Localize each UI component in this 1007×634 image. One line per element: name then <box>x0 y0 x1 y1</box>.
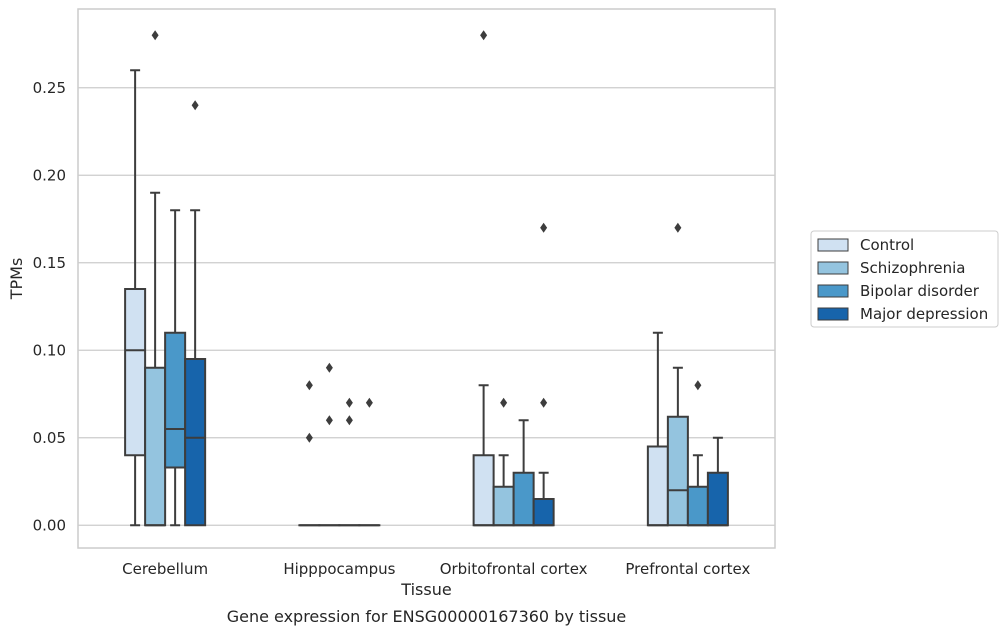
legend-label: Major depression <box>860 305 988 323</box>
box-group <box>164 209 187 527</box>
outlier-point <box>345 397 353 408</box>
legend-label: Control <box>860 236 914 254</box>
box-iqr <box>646 445 669 527</box>
y-tick-label: 0.25 <box>33 79 66 97</box>
chart-caption: Gene expression for ENSG00000167360 by t… <box>227 607 627 626</box>
x-tick-label: Orbitofrontal cortex <box>440 560 588 578</box>
box-group <box>512 419 535 527</box>
outlier-point <box>365 397 373 408</box>
legend-frame <box>810 230 999 328</box>
y-axis-label: TPMs <box>7 258 26 301</box>
y-tick-label: 0.15 <box>33 254 66 272</box>
box-group <box>338 397 361 527</box>
box-iqr <box>472 454 495 527</box>
box-group <box>492 397 515 527</box>
y-tick-label: 0.10 <box>33 341 66 359</box>
outlier-point <box>325 362 333 373</box>
box-iqr <box>144 366 167 527</box>
box-iqr <box>124 288 147 457</box>
outlier-point <box>325 415 333 426</box>
legend-swatch <box>817 238 849 252</box>
x-tick-labels: Cerebellum Hipppocampus Orbitofrontal cort… <box>122 560 750 578</box>
y-tick-label: 0.00 <box>33 516 66 534</box>
plot-frame <box>77 8 776 549</box>
box-group <box>144 30 167 527</box>
box-iqr <box>492 485 515 527</box>
box-group <box>686 380 709 527</box>
legend-label: Schizophrenia <box>860 259 965 277</box>
box-iqr <box>666 415 689 527</box>
x-tick-label: Hipppocampus <box>283 560 395 578</box>
box-iqr <box>164 331 187 469</box>
legend-swatch <box>817 307 849 321</box>
box-iqr <box>184 358 207 527</box>
box-group <box>666 222 689 527</box>
box-iqr <box>532 498 555 527</box>
box-group <box>706 436 729 527</box>
box-group <box>532 222 555 527</box>
y-tick-label: 0.20 <box>33 166 66 184</box>
outlier-point <box>345 415 353 426</box>
legend-swatch <box>817 284 849 298</box>
outlier-point <box>674 222 682 233</box>
outlier-point <box>191 100 199 111</box>
x-tick-label: Cerebellum <box>122 560 208 578</box>
box-group <box>472 30 495 527</box>
y-tick-label: 0.05 <box>33 429 66 447</box>
outlier-point <box>694 380 702 391</box>
box-iqr <box>686 485 709 527</box>
box-iqr <box>512 471 535 527</box>
outlier-point <box>151 30 159 41</box>
box-group <box>184 100 207 527</box>
box-group <box>124 69 147 527</box>
outlier-point <box>540 222 548 233</box>
box-group <box>358 397 381 527</box>
outlier-point <box>500 397 508 408</box>
legend-label: Bipolar disorder <box>860 282 980 300</box>
outlier-point <box>480 30 488 41</box>
outlier-point <box>540 397 548 408</box>
outlier-point <box>305 380 313 391</box>
outlier-point <box>305 432 313 443</box>
x-tick-label: Prefrontal cortex <box>625 560 750 578</box>
box-group <box>318 362 341 527</box>
box-iqr <box>706 471 729 527</box>
box-group <box>646 331 669 527</box>
y-tick-labels: 0.00 0.05 0.10 0.15 0.20 0.25 <box>33 79 66 535</box>
boxes-layer <box>124 30 729 527</box>
legend-swatch <box>817 261 849 275</box>
legend-items: Control Schizophrenia Bipolar disorder Majo… <box>817 236 988 323</box>
box-group <box>298 380 321 527</box>
legend: Control Schizophrenia Bipolar disorder Majo… <box>810 230 999 328</box>
x-axis-label: Tissue <box>400 580 451 599</box>
